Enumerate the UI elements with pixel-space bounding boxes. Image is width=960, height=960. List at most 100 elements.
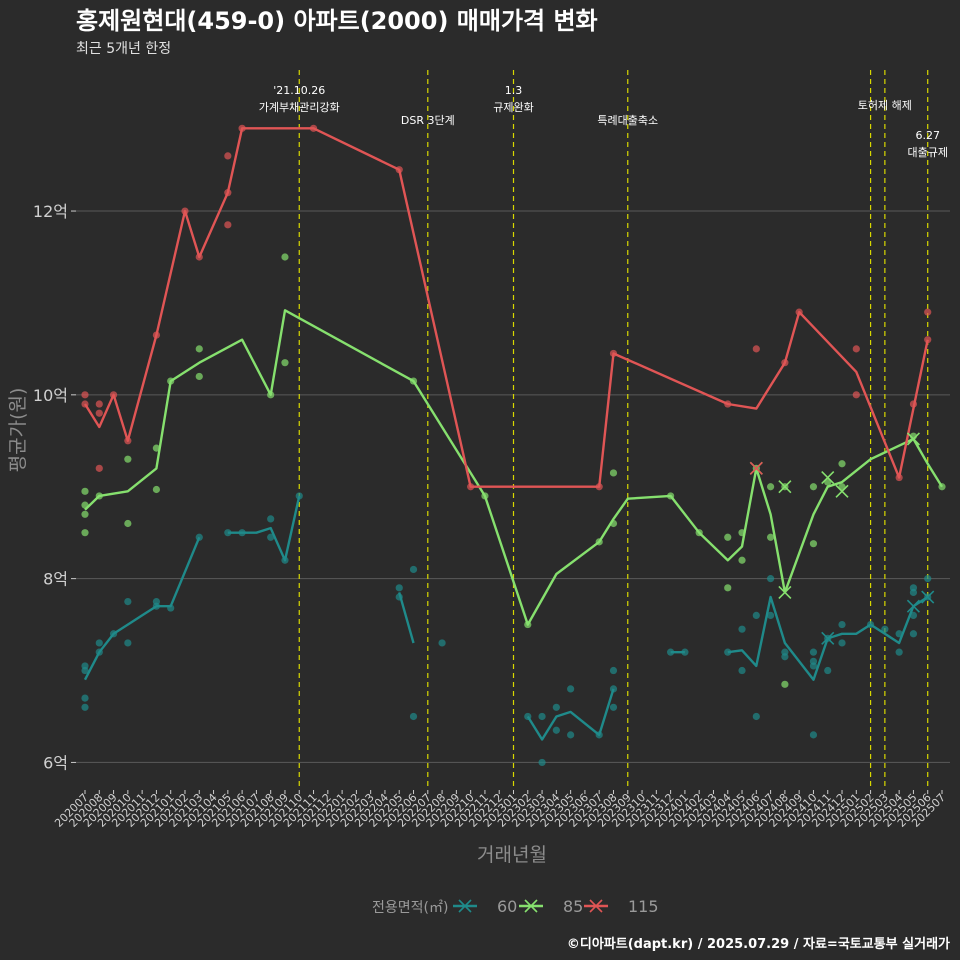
cross-markers: [749, 432, 935, 645]
event-annotation-text: 1.3: [505, 84, 523, 97]
data-point-60: [881, 625, 889, 633]
data-point-60: [552, 703, 560, 711]
y-axis-title: 평균가(원): [7, 388, 29, 473]
data-point-60: [738, 625, 746, 633]
data-point-60: [738, 666, 746, 675]
series-line-60: [727, 595, 929, 681]
legend-key-cross: [589, 899, 603, 913]
data-point-85: [724, 584, 732, 592]
data-point-60: [81, 703, 89, 711]
cross-marker-60: [921, 590, 935, 604]
event-annotation-text: 6.27: [915, 129, 940, 142]
y-tick-label: 10억: [33, 386, 68, 405]
series-line-85: [84, 309, 944, 626]
cross-marker-115: [749, 461, 763, 475]
data-point-115: [924, 308, 932, 316]
data-point-85: [124, 455, 132, 463]
data-point-115: [752, 345, 760, 353]
data-point-60: [538, 758, 546, 767]
event-annotation-text: DSR 3단계: [401, 114, 455, 127]
data-point-60: [809, 662, 818, 670]
data-point-60: [781, 653, 789, 661]
series-line-115: [83, 127, 929, 488]
data-point-85: [195, 345, 203, 353]
data-point-85: [81, 487, 89, 495]
data-point-115: [224, 221, 232, 229]
data-point-85: [838, 460, 846, 468]
series-lines: [83, 127, 944, 741]
data-point-85: [609, 469, 618, 477]
data-point-60: [81, 666, 89, 675]
data-point-115: [95, 464, 103, 472]
legend-label: 60: [497, 897, 517, 916]
data-point-60: [567, 731, 575, 739]
legend-key-cross: [458, 899, 472, 913]
series-line-60: [83, 536, 201, 681]
legend-label: 115: [628, 897, 659, 916]
data-point-85: [767, 533, 775, 541]
legend-label: 85: [563, 897, 583, 916]
data-point-60: [409, 712, 418, 721]
event-annotation-text: 토허제 해제: [858, 98, 912, 112]
cross-marker-85: [778, 480, 792, 494]
cross-marker-85: [835, 484, 849, 498]
data-point-60: [395, 584, 403, 592]
data-point-115: [95, 400, 103, 408]
data-point-60: [767, 611, 775, 619]
data-point-60: [767, 575, 775, 583]
data-point-60: [538, 712, 546, 721]
data-point-60: [909, 588, 918, 597]
y-tick-label: 6억: [43, 753, 68, 772]
series-line-60: [398, 592, 415, 644]
data-point-60: [809, 731, 818, 739]
data-point-85: [281, 253, 289, 261]
credit-text: ©디아파트(dapt.kr) / 2025.07.29 / 자료=국토교통부 실…: [567, 936, 950, 952]
data-point-85: [809, 540, 818, 548]
data-point-60: [267, 515, 275, 523]
chart-subtitle: 최근 5개년 한정: [76, 41, 171, 57]
cross-marker-60: [821, 631, 835, 645]
event-annotation-text: 대출규제: [907, 146, 947, 159]
data-point-60: [924, 575, 932, 583]
data-point-60: [609, 666, 618, 675]
cross-marker-60: [906, 599, 920, 613]
data-point-60: [124, 639, 132, 647]
data-point-115: [224, 152, 232, 160]
data-point-60: [438, 639, 446, 647]
data-point-60: [81, 694, 89, 702]
event-annotation-text: 특례대출축소: [597, 114, 658, 127]
cross-marker-85: [778, 585, 792, 599]
data-point-85: [809, 483, 818, 491]
event-annotation-text: 규제완화: [493, 101, 533, 114]
y-tick-label: 8억: [43, 570, 68, 589]
data-point-85: [767, 483, 775, 491]
data-point-60: [409, 565, 418, 574]
data-point-85: [724, 533, 732, 541]
data-point-60: [95, 639, 103, 647]
data-point-60: [609, 703, 618, 711]
data-point-85: [781, 680, 789, 688]
legend-title: 전용면적(㎡): [372, 900, 448, 916]
data-point-60: [267, 533, 275, 541]
legend: 전용면적(㎡) 60 85 115: [372, 897, 659, 916]
data-point-115: [924, 336, 932, 344]
data-point-115: [95, 409, 103, 417]
legend-key-cross: [524, 899, 538, 913]
data-point-60: [909, 630, 918, 638]
data-point-85: [124, 519, 132, 528]
data-point-60: [724, 648, 732, 656]
y-tick-label: 12억: [33, 202, 68, 221]
chart-title: 홍제원현대(459-0) 아파트(2000) 매매가격 변화: [76, 7, 598, 35]
data-point-60: [838, 639, 846, 647]
data-point-85: [152, 485, 161, 494]
data-point-60: [752, 712, 760, 721]
event-lines: [298, 70, 929, 790]
data-point-85: [195, 372, 203, 381]
data-point-85: [81, 510, 89, 518]
data-point-85: [81, 529, 89, 537]
data-point-60: [124, 598, 132, 606]
data-point-85: [738, 556, 746, 564]
cross-marker-85: [906, 432, 920, 446]
x-axis: 2020072020082020092020102020112020122021…: [52, 790, 948, 830]
